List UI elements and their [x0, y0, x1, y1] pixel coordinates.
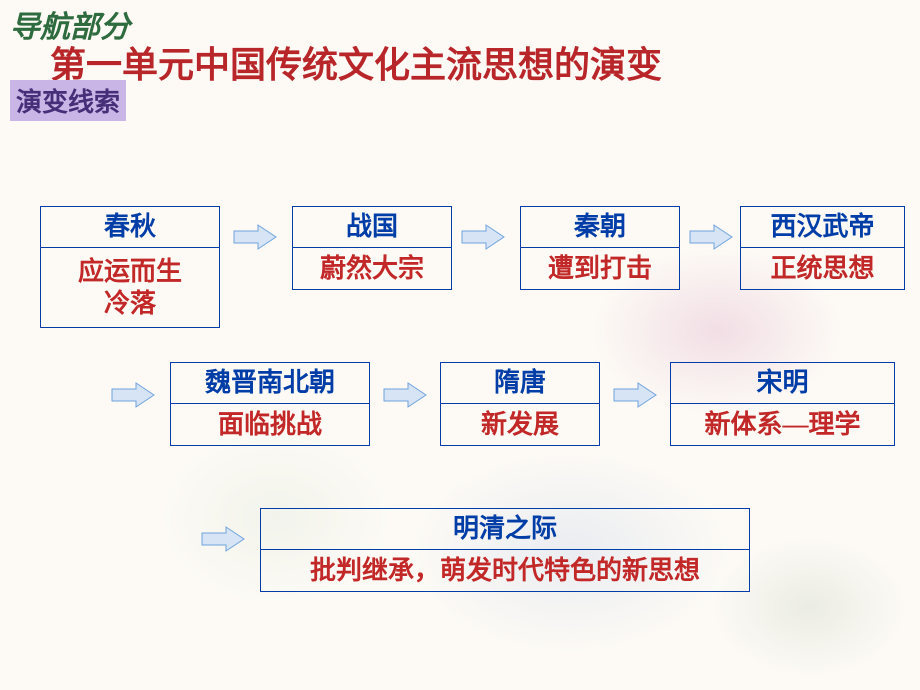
period-box-desc: 应运而生 冷落: [40, 248, 220, 328]
subsection-label: 演变线索: [10, 80, 126, 121]
period-box-title: 西汉武帝: [740, 206, 905, 248]
period-box-desc: 面临挑战: [170, 404, 370, 446]
flow-arrow: [688, 222, 734, 252]
flow-arrow: [612, 380, 658, 410]
flow-arrow: [382, 380, 428, 410]
period-box-title: 秦朝: [520, 206, 680, 248]
period-box-desc: 正统思想: [740, 248, 905, 290]
period-box-title: 宋明: [670, 362, 895, 404]
flow-arrow: [200, 524, 246, 554]
period-box-desc: 遭到打击: [520, 248, 680, 290]
flow-arrow: [232, 222, 278, 252]
period-box-title: 明清之际: [260, 508, 750, 550]
period-box-desc: 新体系—理学: [670, 404, 895, 446]
period-box-desc: 新发展: [440, 404, 600, 446]
period-box-desc: 蔚然大宗: [292, 248, 452, 290]
flow-arrow: [110, 380, 156, 410]
unit-title: 第一单元中国传统文化主流思想的演变: [50, 36, 662, 88]
flow-arrow: [460, 222, 506, 252]
slide: 导航部分 第一单元中国传统文化主流思想的演变 演变线索 春秋应运而生 冷落战国蔚…: [0, 0, 920, 690]
period-box-title: 隋唐: [440, 362, 600, 404]
period-box-title: 魏晋南北朝: [170, 362, 370, 404]
period-box-title: 战国: [292, 206, 452, 248]
period-box-desc: 批判继承，萌发时代特色的新思想: [260, 550, 750, 592]
period-box-title: 春秋: [40, 206, 220, 248]
